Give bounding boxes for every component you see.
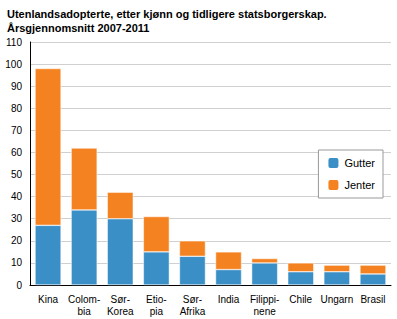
- svg-text:Sør-: Sør-: [111, 294, 130, 305]
- svg-text:30: 30: [11, 213, 23, 224]
- svg-text:70: 70: [11, 125, 23, 136]
- svg-text:bia: bia: [77, 306, 91, 317]
- svg-text:110: 110: [6, 37, 22, 48]
- svg-text:100: 100: [5, 59, 22, 70]
- svg-text:Gutter: Gutter: [344, 157, 375, 169]
- svg-text:Korea: Korea: [107, 306, 134, 317]
- svg-text:60: 60: [11, 147, 23, 158]
- svg-text:Ungarn: Ungarn: [320, 294, 353, 305]
- svg-text:Sør-: Sør-: [183, 294, 202, 305]
- svg-text:India: India: [218, 294, 240, 305]
- svg-text:Årsgjennomsnitt 2007-2011: Årsgjennomsnitt 2007-2011: [7, 22, 149, 34]
- svg-text:Kina: Kina: [38, 294, 58, 305]
- svg-text:Utenlandsadopterte, etter kjøn: Utenlandsadopterte, etter kjønn og tidli…: [7, 8, 327, 20]
- svg-text:Colom-: Colom-: [68, 294, 100, 305]
- svg-text:Chile: Chile: [289, 294, 312, 305]
- svg-text:90: 90: [11, 81, 23, 92]
- svg-text:pia: pia: [150, 306, 164, 317]
- svg-text:Jenter: Jenter: [344, 179, 375, 191]
- svg-text:80: 80: [11, 103, 23, 114]
- svg-text:20: 20: [11, 235, 23, 246]
- svg-text:nene: nene: [254, 306, 277, 317]
- svg-text:50: 50: [11, 169, 23, 180]
- svg-text:Filippi-: Filippi-: [250, 294, 279, 305]
- svg-text:40: 40: [11, 191, 23, 202]
- svg-text:0: 0: [16, 280, 22, 291]
- svg-text:10: 10: [11, 257, 23, 268]
- svg-text:Brasil: Brasil: [360, 294, 385, 305]
- svg-text:Etio-: Etio-: [146, 294, 167, 305]
- svg-text:Afrika: Afrika: [180, 306, 206, 317]
